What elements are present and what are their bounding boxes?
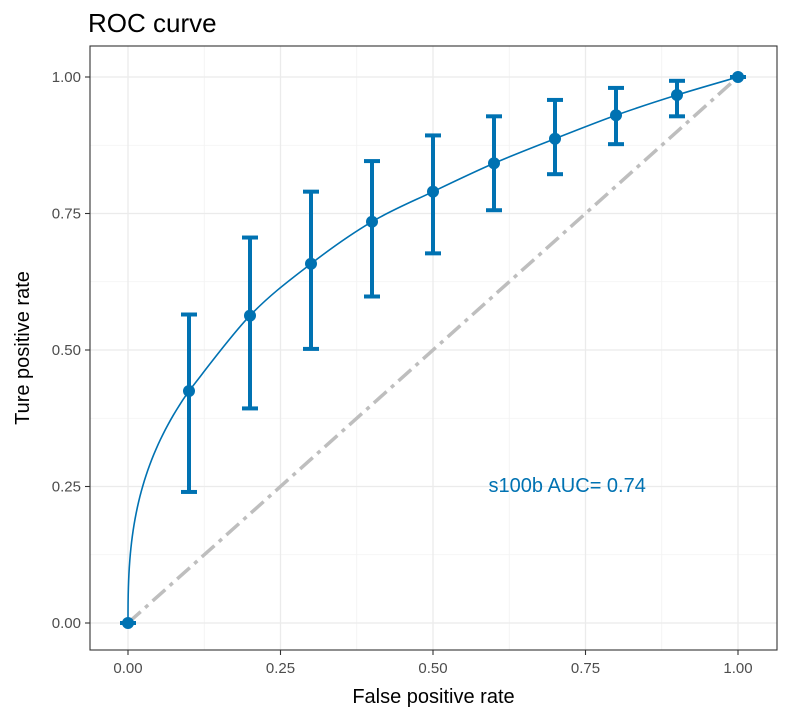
- error-bar: [364, 159, 380, 299]
- y-tick-label: 0.75: [52, 206, 81, 223]
- y-tick-label: 0.00: [52, 615, 81, 632]
- roc-curve-line: [127, 76, 739, 624]
- chart-title: ROC curve: [88, 8, 217, 38]
- diagonal-line: [126, 75, 740, 625]
- y-axis-title: Ture positive rate: [12, 271, 34, 425]
- data-points: [122, 71, 744, 629]
- x-tick-label: 1.00: [723, 660, 752, 677]
- y-axis-ticks: 0.00 0.25 0.50 0.75 1.00: [52, 69, 90, 632]
- data-point: [671, 89, 683, 102]
- data-point: [549, 132, 561, 145]
- data-point: [732, 71, 744, 83]
- x-axis-ticks: 0.00 0.25 0.50 0.75 1.00: [113, 650, 753, 677]
- data-point: [427, 185, 439, 198]
- y-tick-label: 0.50: [52, 342, 81, 359]
- x-tick-label: 0.00: [113, 660, 142, 677]
- error-bar: [242, 235, 258, 411]
- error-bar: [181, 312, 197, 494]
- auc-annotation: s100b AUC= 0.74: [489, 475, 646, 497]
- roc-curve: [127, 76, 739, 624]
- x-tick-label: 0.50: [418, 660, 447, 677]
- x-axis-title: False positive rate: [352, 686, 514, 708]
- data-point: [305, 257, 317, 270]
- reference-diagonal: [126, 75, 740, 625]
- data-point: [244, 309, 256, 322]
- data-point: [122, 617, 134, 629]
- y-tick-label: 0.25: [52, 479, 81, 496]
- y-tick-label: 1.00: [52, 69, 81, 86]
- error-bar: [303, 189, 319, 351]
- data-point: [366, 215, 378, 228]
- x-tick-label: 0.75: [571, 660, 600, 677]
- data-point: [488, 157, 500, 170]
- x-tick-label: 0.25: [266, 660, 295, 677]
- data-point: [183, 384, 195, 397]
- data-point: [610, 109, 622, 122]
